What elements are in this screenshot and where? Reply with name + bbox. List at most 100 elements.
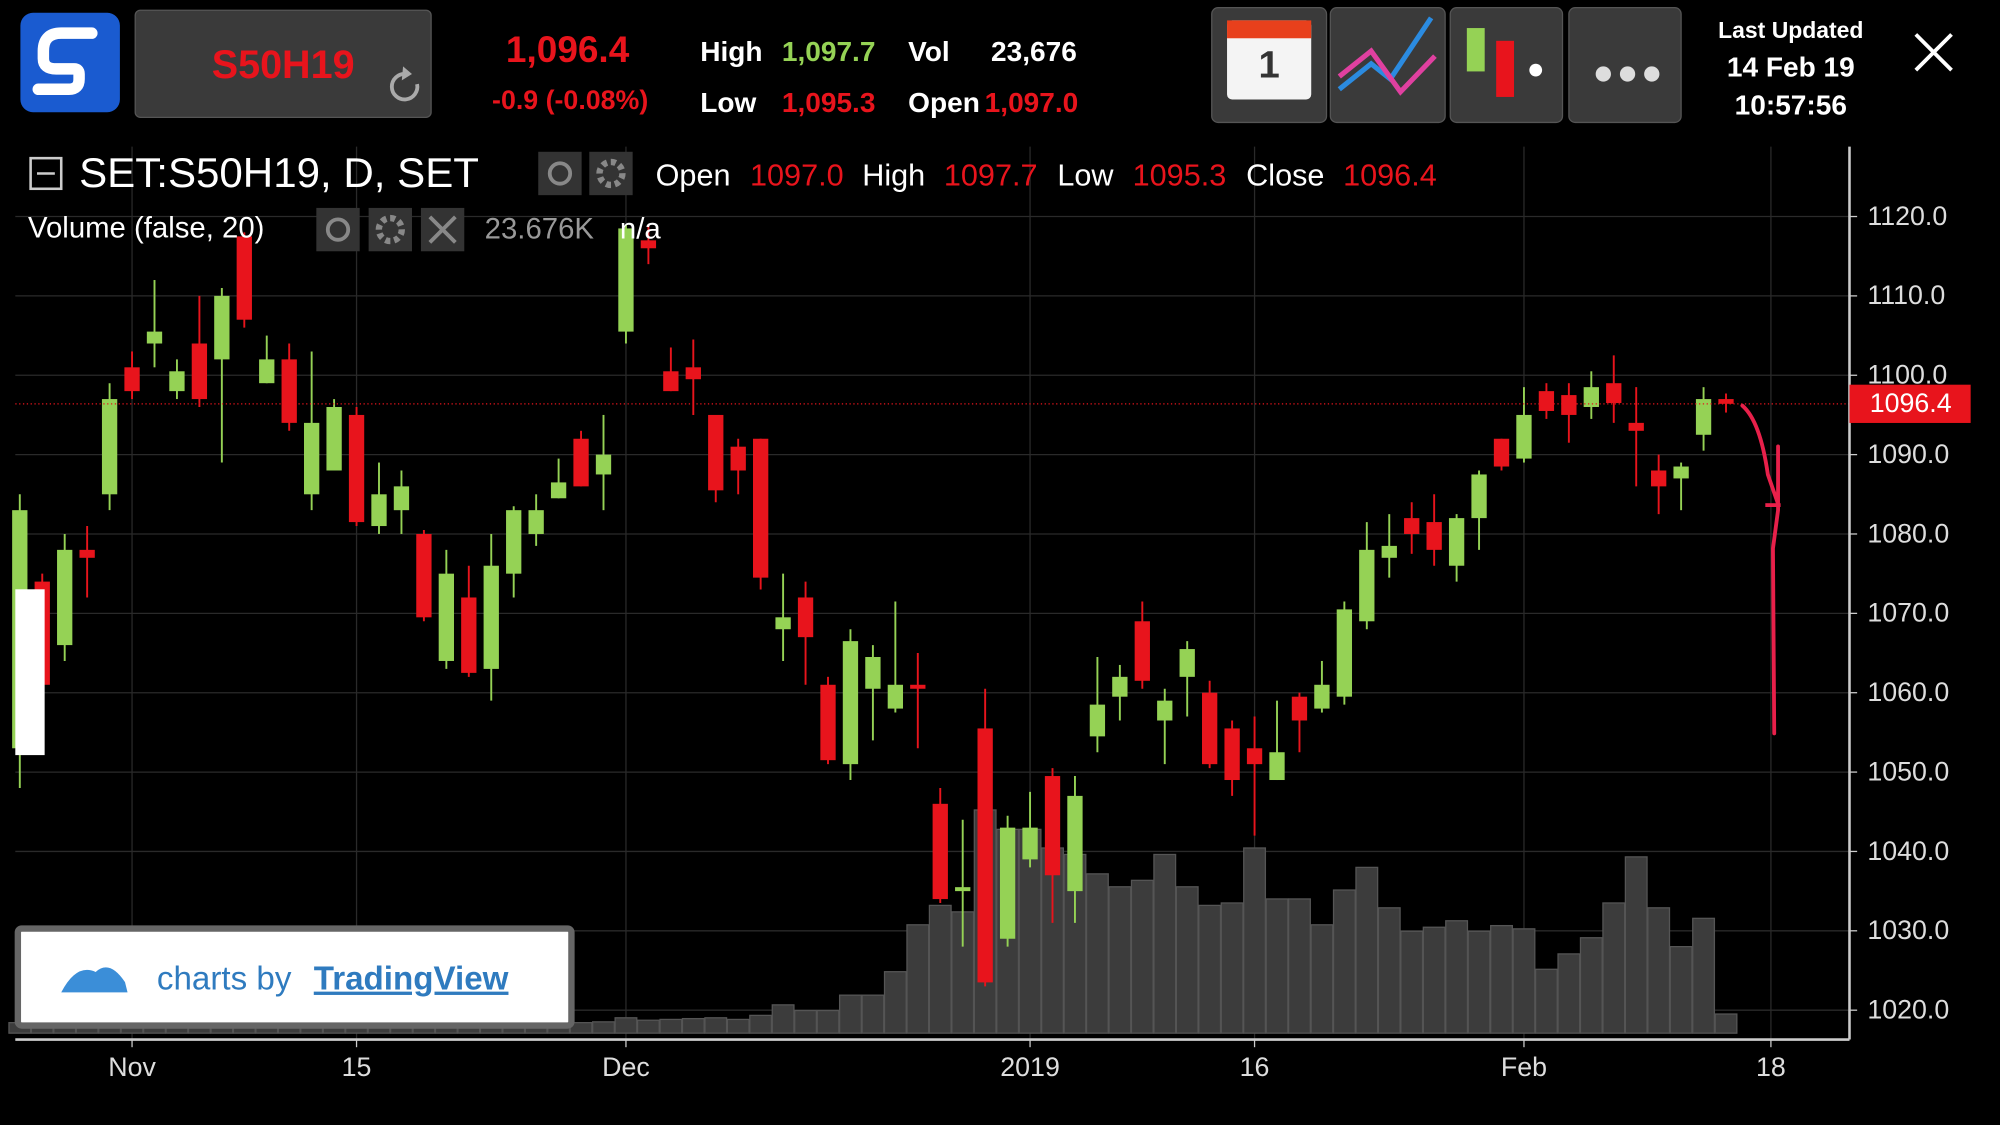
candle-body (348, 414, 365, 523)
legend-open-label: Open (656, 158, 731, 192)
remove-shape (428, 215, 457, 244)
volume-bar (1243, 847, 1267, 1034)
header: S50H19 1,096.4 -0.9 (-0.08%) High 1,097.… (20, 7, 1953, 124)
candle-body (1471, 474, 1487, 519)
candle-body (57, 549, 73, 646)
candle-body (1651, 470, 1667, 487)
y-tick-label: 1100.0 (1867, 360, 1947, 390)
refresh-icon[interactable] (389, 72, 420, 102)
candle-body (1718, 399, 1734, 404)
candle-body (573, 438, 589, 487)
volume-bar (1714, 1013, 1738, 1034)
x-tick-label: Nov (108, 1052, 156, 1082)
candle-body (371, 494, 387, 527)
candle-body (461, 597, 477, 673)
more-dot (1619, 66, 1636, 82)
high-value: 1,097.7 (782, 36, 876, 67)
branding: charts by TradingView (14, 925, 575, 1029)
volume-bar (592, 1021, 615, 1034)
vol-gear-icon[interactable] (368, 207, 412, 252)
volume-bar (861, 994, 885, 1034)
candle-body (955, 887, 971, 892)
line-icon-blue (1337, 16, 1434, 92)
volume-bar (1602, 902, 1626, 1034)
candle-body (528, 510, 544, 534)
volume-bar (1287, 898, 1311, 1034)
volume-bar (794, 1009, 818, 1034)
y-tick-label: 1080.0 (1867, 518, 1949, 548)
volume-bar (1355, 866, 1379, 1034)
branding-name[interactable]: TradingView (314, 961, 509, 998)
y-tick-label: 1040.0 (1867, 836, 1949, 866)
candle-body (236, 236, 252, 320)
volume-bar (681, 1017, 705, 1034)
candle-body (79, 549, 95, 558)
close-button[interactable] (1914, 33, 1953, 72)
candle-body (618, 228, 634, 332)
open-value: 1,097.0 (985, 87, 1079, 118)
volume-bar (1534, 968, 1558, 1034)
volume-bar (1647, 907, 1671, 1034)
more-dot (1595, 66, 1611, 82)
candle-body (124, 367, 140, 392)
volume-bar (1490, 924, 1513, 1034)
volume-bar (1669, 945, 1693, 1034)
x-tick-label: 15 (342, 1052, 372, 1082)
candle-body (820, 684, 836, 761)
volume-bar (771, 1004, 795, 1034)
volume-bar (1692, 917, 1716, 1034)
volume-bar (1400, 930, 1424, 1034)
more-button[interactable] (1568, 7, 1682, 124)
symbol-button[interactable] (134, 9, 432, 118)
candle-body (842, 641, 859, 765)
candle-icon-up (1466, 28, 1485, 72)
candle-body (932, 803, 948, 900)
collapse-icon[interactable] (29, 156, 63, 191)
candle-body (1246, 748, 1263, 765)
candle-body (1628, 422, 1644, 431)
candle-body (1224, 728, 1240, 781)
y-tick-label: 1110.0 (1867, 280, 1945, 310)
branding-box[interactable] (14, 925, 575, 1029)
candle-body (1359, 549, 1375, 622)
candle-body (1493, 438, 1510, 467)
candle-body (550, 482, 567, 499)
gear-shape (375, 214, 405, 245)
candle-body (1695, 399, 1712, 435)
volume-bar (1422, 926, 1446, 1034)
side-handle[interactable] (15, 589, 45, 756)
gear-shape (596, 158, 626, 189)
candle-body (977, 728, 993, 983)
candle-body (146, 331, 163, 344)
gear-icon[interactable] (589, 151, 633, 196)
eye-icon[interactable] (538, 151, 582, 196)
candle-body (1336, 609, 1353, 697)
volume-bar (1467, 930, 1491, 1034)
y-tick-label: 1090.0 (1867, 439, 1949, 469)
volume-bar (1153, 853, 1177, 1034)
volume-bar (749, 1014, 773, 1034)
candle-body (1673, 466, 1689, 479)
candle-body (1022, 827, 1038, 860)
candle-body (191, 343, 208, 400)
candle-body (416, 533, 432, 618)
volume-bar (704, 1017, 728, 1034)
vol-eye-icon[interactable] (316, 207, 360, 252)
candle-body (101, 399, 118, 495)
candle-body (1134, 621, 1150, 681)
volume-bar (816, 1009, 840, 1034)
symbol: S50H19 (212, 43, 355, 87)
candle-body (1426, 522, 1442, 550)
volume-bar (636, 1019, 660, 1034)
open-label: Open (908, 87, 980, 118)
candle-body (1157, 700, 1173, 721)
logo-mark (32, 27, 98, 96)
volume-bar (906, 924, 930, 1034)
volume-bar (1579, 937, 1603, 1034)
candle-body (1538, 391, 1555, 411)
vol-label: Vol (908, 36, 950, 67)
volume-bar (838, 994, 862, 1034)
volume-bar (1512, 928, 1536, 1034)
candle-body (1448, 518, 1465, 566)
